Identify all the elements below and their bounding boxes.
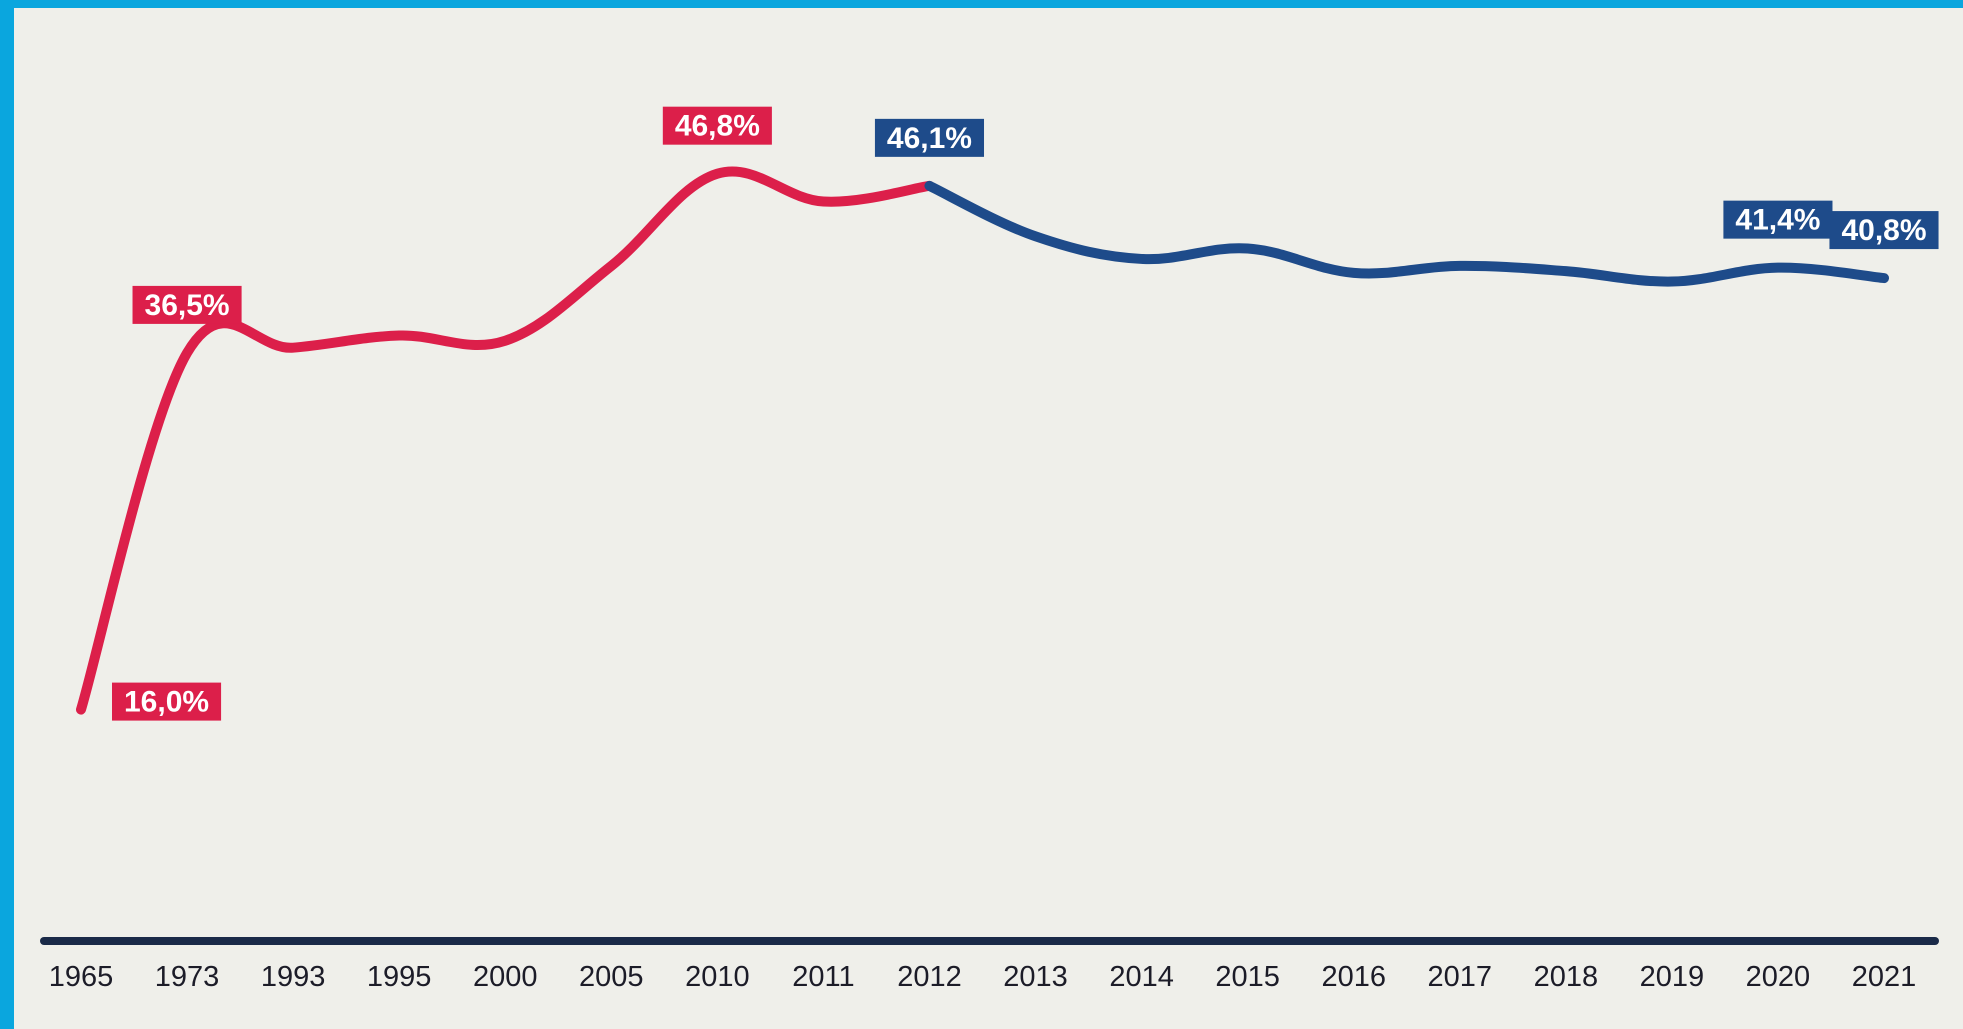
data-label-2010: 46,8% bbox=[662, 106, 772, 145]
data-label-box bbox=[662, 106, 772, 145]
data-label-1973: 36,5% bbox=[132, 285, 242, 324]
data-label-box bbox=[132, 285, 242, 324]
data-label-box bbox=[112, 682, 222, 721]
x-tick-label-1965: 1965 bbox=[49, 961, 114, 993]
x-axis: 1965 1973 1993 1995 2000 2005 2010 2011 2012 2013… bbox=[40, 937, 1939, 993]
data-label-text: 40,8% bbox=[1841, 214, 1926, 247]
x-tick-label-2015: 2015 bbox=[1215, 961, 1280, 993]
series-layer bbox=[76, 166, 1889, 715]
data-label-box bbox=[874, 118, 985, 157]
data-labels: 16,0% 36,5% 46,8% 46,1% 41,4% 40,8% bbox=[112, 106, 1939, 721]
x-tick-label-1973: 1973 bbox=[155, 961, 220, 993]
x-tick-label-1993: 1993 bbox=[261, 961, 326, 993]
data-label-box bbox=[1829, 211, 1939, 250]
x-tick-label-2017: 2017 bbox=[1428, 961, 1493, 993]
x-tick-label-2018: 2018 bbox=[1534, 961, 1599, 993]
data-label-text: 36,5% bbox=[145, 289, 230, 322]
x-tick-label-2016: 2016 bbox=[1321, 961, 1386, 993]
data-label-text: 41,4% bbox=[1735, 204, 1820, 237]
data-label-2021: 40,8% bbox=[1829, 211, 1939, 250]
x-tick-label-2011: 2011 bbox=[792, 961, 854, 993]
series-line-0 bbox=[76, 166, 935, 715]
data-label-text: 46,8% bbox=[675, 110, 760, 143]
data-label-1965: 16,0% bbox=[112, 682, 222, 721]
x-tick-label-2019: 2019 bbox=[1640, 961, 1705, 993]
chart-panel: 1965 1973 1993 1995 2000 2005 2010 2011 2012 2013… bbox=[14, 8, 1963, 1029]
x-tick-label-2010: 2010 bbox=[685, 961, 750, 993]
data-label-2020: 41,4% bbox=[1723, 200, 1833, 239]
x-tick-label-2013: 2013 bbox=[1003, 961, 1068, 993]
x-tick-label-2012: 2012 bbox=[897, 961, 962, 993]
line-chart: 1965 1973 1993 1995 2000 2005 2010 2011 2012 2013… bbox=[40, 106, 1939, 993]
data-label-text: 46,1% bbox=[887, 122, 972, 155]
x-tick-label-2014: 2014 bbox=[1109, 961, 1174, 993]
x-tick-label-1995: 1995 bbox=[367, 961, 432, 993]
series-line-1 bbox=[924, 180, 1889, 287]
data-label-text: 16,0% bbox=[124, 686, 209, 719]
data-label-2012: 46,1% bbox=[874, 118, 985, 157]
x-tick-label-2000: 2000 bbox=[473, 961, 538, 993]
x-tick-label-2021: 2021 bbox=[1852, 961, 1917, 993]
x-tick-label-2020: 2020 bbox=[1746, 961, 1811, 993]
x-tick-label-2005: 2005 bbox=[579, 961, 644, 993]
data-label-box bbox=[1723, 200, 1833, 239]
